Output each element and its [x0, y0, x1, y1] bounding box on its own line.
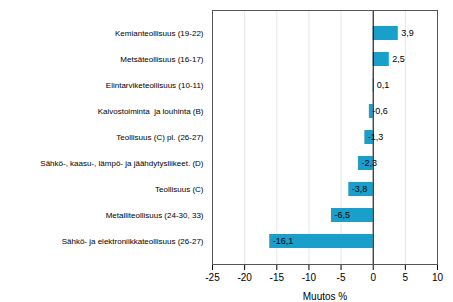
svg-text:10: 10: [432, 272, 444, 283]
svg-text:Sähkö-, kaasu-, lämpö- ja jääh: Sähkö-, kaasu-, lämpö- ja jäähdytysliike…: [40, 159, 204, 168]
svg-text:Muutos %: Muutos %: [303, 291, 348, 302]
svg-text:Teollisuus (C) pl. (26-27): Teollisuus (C) pl. (26-27): [116, 133, 203, 142]
svg-text:-2,3: -2,3: [361, 158, 377, 168]
svg-text:-15: -15: [270, 272, 285, 283]
svg-text:-25: -25: [205, 272, 220, 283]
svg-text:0: 0: [370, 272, 376, 283]
svg-text:-3,8: -3,8: [352, 184, 368, 194]
svg-text:5: 5: [403, 272, 409, 283]
svg-text:Metsäteollisuus (16-17): Metsäteollisuus (16-17): [120, 55, 203, 64]
svg-text:-16,1: -16,1: [273, 236, 294, 246]
svg-text:0,1: 0,1: [377, 80, 390, 90]
svg-text:Teollisuus (C): Teollisuus (C): [155, 185, 204, 194]
svg-text:3,9: 3,9: [401, 28, 414, 38]
svg-text:-1,3: -1,3: [368, 132, 384, 142]
svg-text:Elintarviketeollisuus (10-11): Elintarviketeollisuus (10-11): [106, 81, 204, 90]
svg-text:2,5: 2,5: [392, 54, 405, 64]
svg-text:Metalliteollisuus (24-30, 33): Metalliteollisuus (24-30, 33): [106, 211, 204, 220]
svg-text:-10: -10: [302, 272, 317, 283]
svg-text:-20: -20: [237, 272, 252, 283]
svg-text:Kaivostoiminta ja louhinta (B: Kaivostoiminta ja louhinta (B): [98, 107, 204, 116]
svg-text:Sähkö- ja elektroniikkateollis: Sähkö- ja elektroniikkateollisuus (26-27…: [62, 237, 204, 246]
svg-text:Kemianteollisuus (19-22): Kemianteollisuus (19-22): [115, 29, 204, 38]
svg-text:-0,6: -0,6: [372, 106, 388, 116]
svg-text:-6,5: -6,5: [334, 210, 350, 220]
svg-text:-5: -5: [337, 272, 346, 283]
